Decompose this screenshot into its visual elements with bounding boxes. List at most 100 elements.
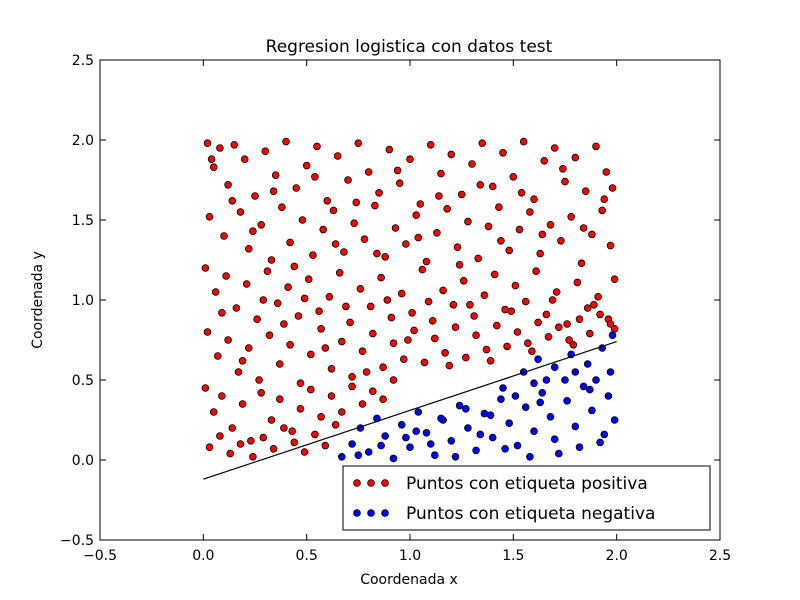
point-series-0-117 [573, 278, 582, 287]
point-series-1-11 [430, 451, 439, 460]
point-series-0-212 [559, 165, 567, 173]
y-tick-label-4: 1.5 [72, 213, 94, 229]
point-series-0-19 [385, 145, 394, 154]
point-series-0-116 [563, 320, 571, 328]
point-series-1-36 [402, 433, 410, 442]
point-series-0-109 [490, 270, 499, 279]
point-series-0-190 [290, 438, 299, 447]
point-series-0-61 [412, 211, 421, 220]
point-series-0-42 [205, 213, 214, 221]
point-series-0-67 [474, 254, 483, 263]
point-series-0-97 [366, 302, 375, 311]
point-series-0-186 [249, 452, 257, 461]
point-series-0-108 [480, 291, 489, 300]
point-series-1-53 [606, 368, 615, 376]
point-series-0-16 [354, 139, 363, 148]
point-series-0-52 [319, 225, 328, 234]
point-series-0-175 [327, 392, 336, 400]
point-series-0-76 [567, 213, 575, 221]
point-series-0-231 [548, 296, 557, 304]
point-series-0-221 [342, 302, 350, 311]
point-series-0-155 [544, 332, 553, 341]
point-series-1-34 [354, 451, 363, 460]
point-series-0-153 [523, 339, 532, 348]
point-series-0-202 [352, 198, 361, 207]
point-series-0-7 [261, 147, 270, 156]
point-series-0-223 [383, 296, 392, 304]
point-series-0-218 [280, 320, 288, 328]
point-series-0-69 [495, 203, 503, 212]
point-series-0-29 [488, 182, 497, 191]
point-series-1-15 [464, 424, 472, 432]
point-series-0-124 [224, 336, 232, 344]
point-series-0-182 [205, 443, 214, 452]
point-series-1-38 [451, 452, 460, 461]
point-series-0-211 [538, 230, 547, 239]
point-series-1-62 [571, 368, 580, 376]
point-series-1-5 [381, 432, 390, 440]
point-series-0-181 [389, 376, 398, 384]
point-series-0-206 [435, 192, 443, 200]
point-series-0-220 [321, 344, 330, 352]
point-series-0-49 [286, 238, 294, 247]
point-series-1-26 [554, 449, 563, 458]
point-series-1-10 [422, 428, 431, 437]
point-series-0-217 [259, 296, 268, 304]
point-series-0-226 [445, 361, 454, 370]
ticks-layer: −0.5 0.0 0.5 1.0 1.5 2.0 2.5 −0.5 0.0 0.5 1.0 1.5 2.… [60, 53, 731, 564]
point-series-0-11 [302, 161, 311, 170]
point-series-1-50 [536, 398, 544, 407]
point-series-0-159 [585, 329, 594, 338]
point-series-0-196 [228, 197, 237, 205]
point-series-0-53 [329, 206, 338, 215]
point-series-0-78 [588, 230, 596, 239]
point-series-0-96 [356, 284, 365, 293]
point-series-1-3 [364, 448, 373, 456]
point-series-0-59 [391, 224, 400, 232]
point-series-0-74 [546, 221, 555, 229]
point-series-0-95 [346, 318, 354, 327]
point-series-1-39 [476, 430, 485, 439]
point-series-0-77 [577, 259, 586, 268]
point-series-0-215 [218, 308, 226, 317]
point-series-0-28 [478, 139, 487, 148]
point-series-0-5 [240, 155, 249, 164]
point-series-0-81 [201, 264, 210, 272]
legend-marker-0-0 [353, 479, 361, 487]
x-tick-label-3: 1.0 [399, 548, 421, 564]
point-series-0-173 [306, 385, 315, 394]
point-series-0-214 [600, 195, 609, 204]
point-series-0-14 [333, 152, 342, 160]
point-series-0-35 [550, 144, 559, 152]
point-series-0-12 [313, 142, 321, 151]
point-series-0-103 [428, 316, 437, 325]
point-series-1-7 [397, 420, 406, 429]
point-series-0-79 [598, 206, 606, 215]
point-series-0-113 [532, 267, 540, 276]
point-series-0-158 [575, 315, 584, 324]
point-series-0-219 [300, 294, 309, 303]
point-series-0-208 [476, 181, 485, 189]
point-series-0-105 [449, 300, 458, 309]
point-series-0-64 [443, 205, 452, 213]
point-series-0-75 [557, 237, 565, 245]
point-series-0-188 [269, 444, 278, 453]
plot-background [100, 60, 720, 540]
point-series-0-210 [517, 189, 526, 197]
point-series-0-34 [540, 157, 549, 165]
point-series-1-9 [414, 408, 423, 416]
point-series-0-161 [606, 320, 615, 328]
point-series-0-139 [379, 363, 387, 372]
point-series-0-200 [311, 173, 319, 181]
point-series-1-46 [437, 414, 445, 423]
point-series-0-234 [610, 324, 619, 333]
point-series-0-39 [592, 142, 600, 151]
point-series-0-174 [317, 412, 325, 421]
point-series-0-119 [594, 292, 602, 301]
point-series-0-33 [530, 195, 538, 204]
legend-marker-1-1 [367, 509, 375, 517]
point-series-0-107 [470, 312, 478, 320]
point-series-0-9 [282, 137, 290, 146]
point-series-1-14 [455, 401, 464, 410]
point-series-0-156 [554, 323, 563, 332]
